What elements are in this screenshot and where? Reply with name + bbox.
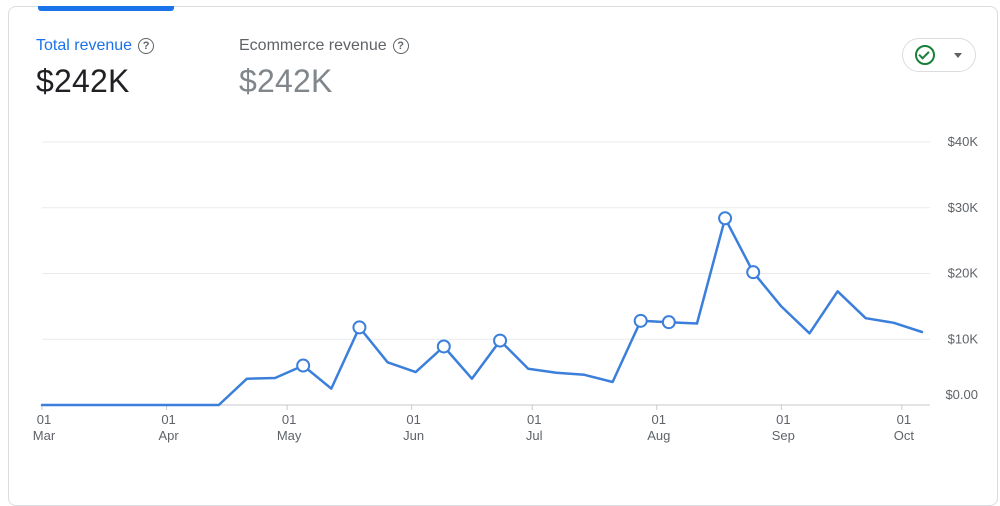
data-point-marker [746,265,761,280]
metric-ecommerce-revenue[interactable]: Ecommerce revenue ? $242K [239,36,409,100]
x-tick-day-label: 01 [527,412,541,427]
x-tick-day-label: 01 [161,412,175,427]
total-revenue-value: $242K [36,63,130,99]
data-point-marker [633,313,648,328]
x-tick-month-label: Jul [526,428,543,443]
x-tick-month-label: May [277,428,302,443]
dropdown-caret-icon [954,53,962,58]
y-tick-label: $20K [948,266,979,281]
y-tick-label: $0.00 [945,387,978,402]
ecommerce-revenue-label: Ecommerce revenue [239,37,387,54]
ecommerce-revenue-value: $242K [239,63,333,99]
data-point-marker [352,320,367,335]
x-tick-day-label: 01 [406,412,420,427]
metric-label: Ecommerce revenue ? [239,36,409,56]
metric-total-revenue[interactable]: Total revenue ? $242K [36,36,155,100]
data-point-marker [661,315,676,330]
x-tick-month-label: Aug [647,428,670,443]
data-point-marker [493,333,508,348]
x-tick-day-label: 01 [897,412,911,427]
y-tick-label: $10K [948,331,979,346]
metric-label: Total revenue ? [36,36,155,56]
y-tick-label: $40K [948,134,979,149]
total-revenue-label: Total revenue [36,37,133,54]
data-point-marker [296,358,311,373]
x-tick-day-label: 01 [37,412,51,427]
compare-dropdown-button[interactable] [902,38,976,72]
y-tick-label: $30K [948,200,979,215]
check-circle-icon [915,45,935,65]
x-tick-day-label: 01 [776,412,790,427]
x-tick-month-label: Mar [33,428,56,443]
x-tick-day-label: 01 [282,412,296,427]
x-tick-month-label: Sep [772,428,795,443]
data-point-marker [718,211,733,226]
x-tick-month-label: Jun [403,428,424,443]
help-icon[interactable]: ? [392,38,409,54]
help-icon[interactable]: ? [138,38,155,54]
x-tick-month-label: Apr [158,428,179,443]
data-point-marker [436,339,451,354]
series-line [40,217,924,407]
revenue-card [8,6,998,506]
selected-metric-indicator [38,6,174,11]
x-tick-day-label: 01 [652,412,666,427]
x-tick-month-label: Oct [894,428,915,443]
